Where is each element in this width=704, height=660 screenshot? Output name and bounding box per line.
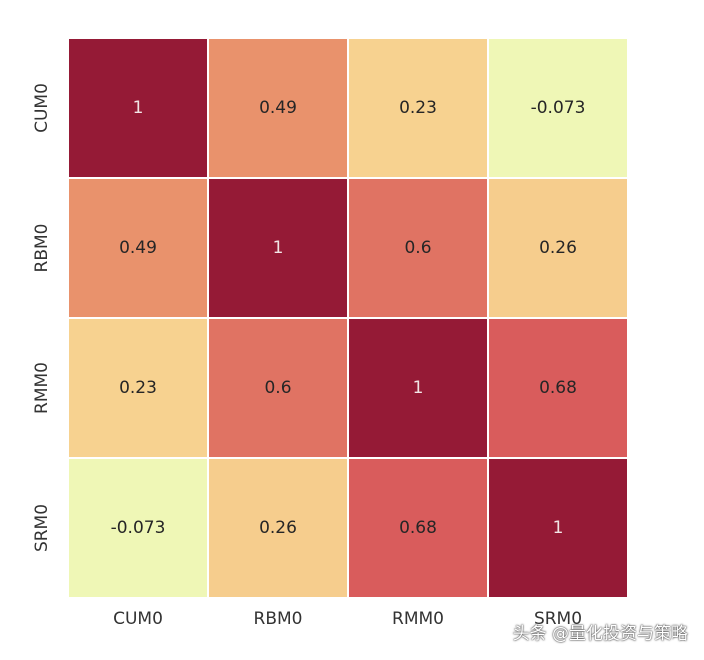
cell-value-label-0-1: 0.49	[259, 98, 297, 118]
watermark-text: 头条 @量化投资与策略	[512, 624, 688, 644]
cell-value-label-2-3: 0.68	[539, 378, 577, 398]
heatmap-cell-0-1	[207, 37, 349, 179]
heatmap-cell-0-0	[67, 37, 209, 179]
heatmap-cell-0-3	[487, 37, 629, 179]
cell-value-label-1-1: 1	[273, 238, 284, 258]
y-tick-label-2: RMM0	[32, 362, 52, 414]
y-tick-label-3: SRM0	[32, 504, 52, 552]
heatmap-cell-1-3	[487, 177, 629, 319]
cell-value-label-3-1: 0.26	[259, 518, 297, 538]
cell-value-label-0-3: -0.073	[531, 98, 586, 118]
heatmap-cell-1-1	[207, 177, 349, 319]
cell-value-label-3-3: 1	[553, 518, 564, 538]
x-tick-label-0: CUM0	[113, 609, 163, 629]
cell-value-label-3-2: 0.68	[399, 518, 437, 538]
cell-value-label-2-2: 1	[413, 378, 424, 398]
heatmap-cell-3-1	[207, 457, 349, 599]
cell-value-label-1-0: 0.49	[119, 238, 157, 258]
cell-value-label-0-2: 0.23	[399, 98, 437, 118]
x-tick-label-3: SRM0	[534, 609, 582, 629]
cell-value-label-3-0: -0.073	[111, 518, 166, 538]
heatmap-cell-3-3	[487, 457, 629, 599]
cell-value-label-0-0: 1	[133, 98, 144, 118]
x-tick-label-2: RMM0	[392, 609, 444, 629]
y-tick-label-0: CUM0	[32, 83, 52, 133]
heatmap-cell-0-2	[347, 37, 489, 179]
heatmap-cell-2-1	[207, 317, 349, 459]
cell-value-label-1-2: 0.6	[404, 238, 431, 258]
cell-value-label-2-1: 0.6	[264, 378, 291, 398]
cell-value-label-1-3: 0.26	[539, 238, 577, 258]
cell-value-label-2-0: 0.23	[119, 378, 157, 398]
heatmap-cell-2-3	[487, 317, 629, 459]
x-tick-label-1: RBM0	[254, 609, 303, 629]
y-tick-label-1: RBM0	[32, 224, 52, 273]
heatmap-cell-3-0	[67, 457, 209, 599]
